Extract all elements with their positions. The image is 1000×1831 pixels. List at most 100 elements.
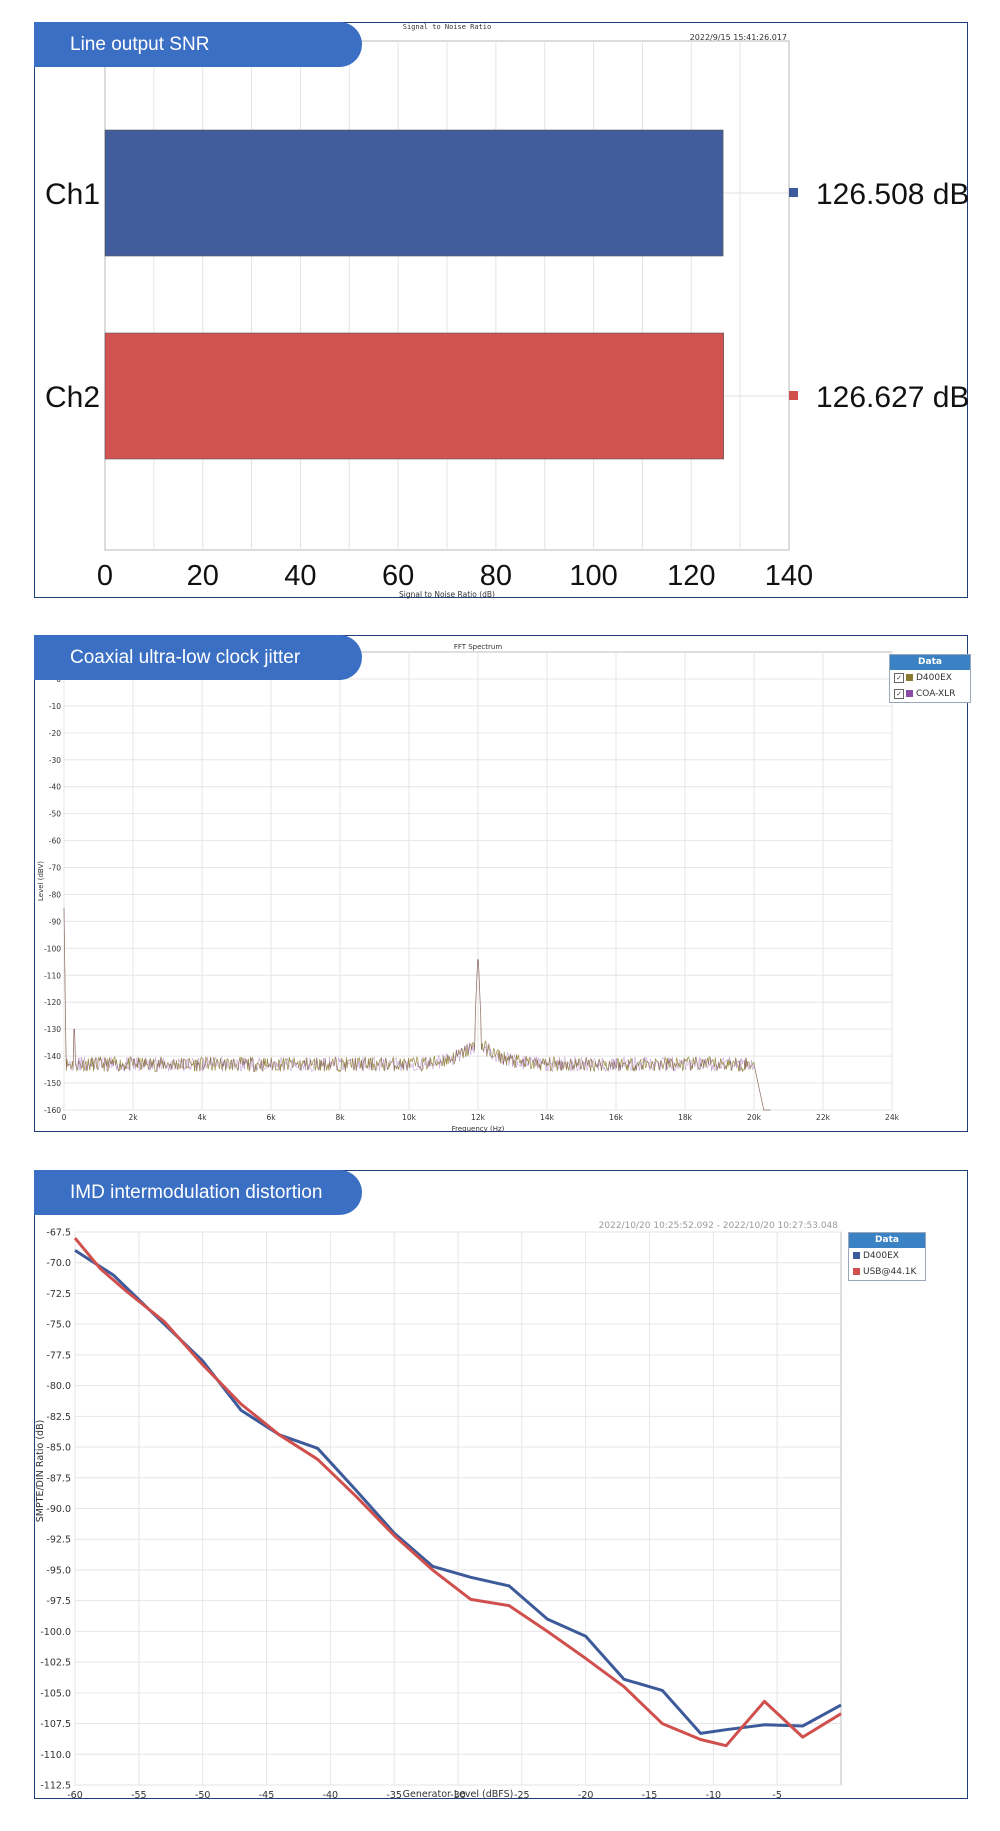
- fft-legend-title: Data: [890, 655, 970, 670]
- y-tick-label: -50: [49, 810, 61, 819]
- y-tick-label: -97.5: [46, 1596, 71, 1607]
- x-tick-label: -40: [323, 1790, 339, 1801]
- x-tick-label: 16k: [609, 1113, 624, 1122]
- fft-legend-item[interactable]: ✓ COA-XLR: [890, 686, 970, 702]
- series-swatch: [906, 690, 913, 697]
- x-axis-label: Signal to Noise Ratio (dB): [399, 590, 495, 599]
- category-label: Ch2: [45, 381, 100, 414]
- y-tick-label: -70: [49, 864, 61, 873]
- x-tick-label: -55: [131, 1790, 147, 1801]
- y-tick-label: -80.0: [46, 1381, 71, 1392]
- y-tick-label: -112.5: [40, 1781, 71, 1792]
- x-tick-label: -60: [67, 1790, 83, 1801]
- imd-legend-item[interactable]: USB@44.1K: [849, 1264, 925, 1280]
- x-tick-label: 0: [97, 560, 113, 592]
- series-line: [63, 907, 771, 1111]
- y-tick-label: -20: [49, 729, 61, 738]
- value-marker: [789, 391, 798, 400]
- x-tick-label: 2k: [128, 1113, 138, 1122]
- chart-timestamp: 2022/10/20 10:25:52.092 - 2022/10/20 10:…: [599, 1221, 839, 1231]
- x-tick-label: 100: [569, 560, 617, 592]
- x-tick-label: 18k: [678, 1113, 693, 1122]
- snr-panel: Line output SNR Signal to Noise Ratio 202…: [34, 22, 969, 599]
- chart-title: Signal to Noise Ratio: [403, 23, 492, 31]
- x-tick-label: 80: [480, 560, 512, 592]
- x-tick-label: -15: [642, 1790, 658, 1801]
- x-tick-label: -45: [259, 1790, 275, 1801]
- y-tick-label: -75.0: [46, 1320, 71, 1331]
- y-tick-label: -10: [49, 702, 61, 711]
- fft-legend: Data ✓ D400EX ✓ COA-XLR: [889, 654, 971, 703]
- y-tick-label: -107.5: [40, 1719, 71, 1730]
- x-tick-label: 4k: [197, 1113, 207, 1122]
- imd-legend: Data D400EX USB@44.1K: [848, 1232, 926, 1281]
- y-tick-label: -85.0: [46, 1443, 71, 1454]
- fft-legend-label: COA-XLR: [916, 689, 956, 699]
- checkbox-icon[interactable]: ✓: [894, 688, 904, 699]
- x-axis-label: Generator Level (dBFS): [403, 1789, 514, 1800]
- value-label: 126.627 dB: [816, 381, 969, 414]
- x-tick-label: 22k: [816, 1113, 831, 1122]
- y-tick-label: -67.5: [46, 1228, 71, 1239]
- category-label: Ch1: [45, 178, 100, 211]
- y-tick-label: -110.0: [40, 1750, 71, 1761]
- imd-chart: -60 -55 -50 -45 -40 -35 -30 -25 -20 -15 -10 -5 -67.5…: [35, 1221, 842, 1801]
- fft-tag: Coaxial ultra-low clock jitter: [34, 635, 362, 680]
- bar: [104, 332, 724, 460]
- y-tick-label: -100.0: [40, 1627, 71, 1638]
- y-axis-label: SMPTE/DIN Ratio (dB): [35, 1420, 46, 1523]
- y-tick-label: -30: [49, 756, 61, 765]
- x-tick-label: -25: [514, 1790, 530, 1801]
- y-tick-label: -82.5: [46, 1412, 71, 1423]
- y-tick-label: -100: [44, 944, 61, 953]
- fft-legend-label: D400EX: [916, 673, 952, 683]
- bar: [104, 129, 724, 257]
- x-axis-label: Frequency (Hz): [452, 1125, 505, 1133]
- x-tick-label: 14k: [540, 1113, 555, 1122]
- y-axis-label: Level (dBV): [37, 861, 45, 901]
- series-line: [73, 1237, 842, 1748]
- imd-legend-title: Data: [849, 1233, 925, 1248]
- chart-timestamp: 2022/9/15 15:41:26.017: [690, 33, 787, 42]
- checkbox-icon[interactable]: ✓: [894, 672, 904, 683]
- y-tick-label: -72.5: [46, 1289, 71, 1300]
- x-tick-label: 40: [284, 560, 316, 592]
- y-tick-label: -95.0: [46, 1565, 71, 1576]
- chart-title: FFT Spectrum: [454, 643, 503, 651]
- series-swatch: [853, 1268, 860, 1275]
- fft-legend-item[interactable]: ✓ D400EX: [890, 670, 970, 686]
- y-tick-label: -70.0: [46, 1258, 71, 1269]
- x-tick-label: -10: [706, 1790, 722, 1801]
- x-tick-label: 0: [62, 1113, 67, 1122]
- y-tick-label: -150: [44, 1079, 61, 1088]
- imd-legend-label: D400EX: [863, 1251, 899, 1261]
- fft-panel: Coaxial ultra-low clock jitter 0 -10 -20 -3…: [34, 635, 971, 1133]
- y-tick-label: -80: [49, 890, 61, 899]
- series-swatch: [906, 674, 913, 681]
- snr-chart: Signal to Noise Ratio 2022/9/15 15:41:26.…: [45, 23, 969, 599]
- y-tick-label: -105.0: [40, 1688, 71, 1699]
- x-tick-label: 12k: [471, 1113, 486, 1122]
- y-tick-label: -87.5: [46, 1473, 71, 1484]
- x-tick-label: 60: [382, 560, 414, 592]
- series-swatch: [853, 1252, 860, 1259]
- x-tick-label: 20: [187, 560, 219, 592]
- y-tick-label: -77.5: [46, 1350, 71, 1361]
- x-tick-label: 6k: [266, 1113, 276, 1122]
- x-tick-label: 120: [667, 560, 715, 592]
- x-tick-label: 20k: [747, 1113, 762, 1122]
- x-tick-label: -5: [772, 1790, 781, 1801]
- y-tick-label: -102.5: [40, 1658, 71, 1669]
- y-tick-label: -140: [44, 1052, 61, 1061]
- y-tick-label: -120: [44, 998, 61, 1007]
- y-tick-label: -40: [49, 783, 61, 792]
- x-tick-label: -20: [578, 1790, 594, 1801]
- y-tick-label: -130: [44, 1025, 61, 1034]
- imd-tag: IMD intermodulation distortion: [34, 1170, 362, 1215]
- y-tick-label: -160: [44, 1106, 61, 1115]
- x-tick-label: 24k: [885, 1113, 900, 1122]
- imd-legend-item[interactable]: D400EX: [849, 1248, 925, 1264]
- imd-legend-label: USB@44.1K: [863, 1267, 917, 1277]
- x-tick-label: -30: [450, 1790, 466, 1801]
- x-tick-label: 8k: [335, 1113, 345, 1122]
